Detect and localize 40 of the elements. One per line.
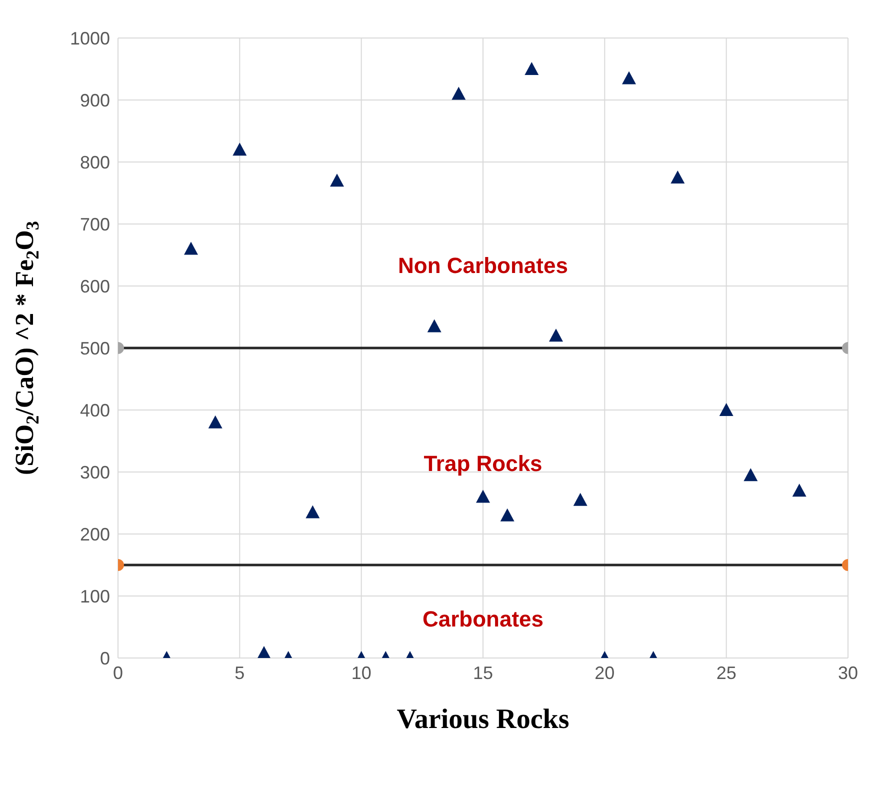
point [500,508,514,522]
point [622,71,636,84]
point [232,142,247,156]
y-tick-label: 400 [80,400,110,420]
point [452,86,466,100]
y-tick-label: 700 [80,214,110,234]
x-tick-label: 10 [351,662,372,683]
y-tick-label: 900 [80,90,110,110]
point [257,646,271,658]
x-axis-title: Various Rocks [396,704,570,735]
x-tick-label: 15 [472,662,494,683]
x-tick-label: 5 [234,662,245,683]
point [476,490,490,503]
point [208,415,222,428]
x-tick-label: 25 [716,662,736,683]
x-tick-label: 30 [838,662,858,683]
point [306,505,320,518]
y-tick-label: 500 [80,338,110,358]
y-tick-label: 1000 [70,28,110,48]
y-tick-label: 200 [80,524,110,544]
point [427,319,442,332]
y-tick-label: 100 [80,586,110,606]
y-tick-label: 300 [80,462,110,482]
point [792,484,806,497]
annotation: Non Carbonates [398,253,568,278]
y-tick-label: 800 [80,152,110,172]
point [573,492,588,506]
point [744,468,758,482]
point [549,328,563,342]
x-tick-label: 0 [112,662,124,683]
annotation: Trap Rocks [424,450,542,476]
point [330,174,344,187]
point [719,403,734,416]
point [184,242,198,255]
y-tick-label: 600 [80,276,110,296]
point [670,170,685,184]
y-tick-label: 0 [100,648,110,668]
point [524,62,539,75]
x-tick-label: 20 [594,662,615,683]
annotation: Carbonates [422,606,544,632]
